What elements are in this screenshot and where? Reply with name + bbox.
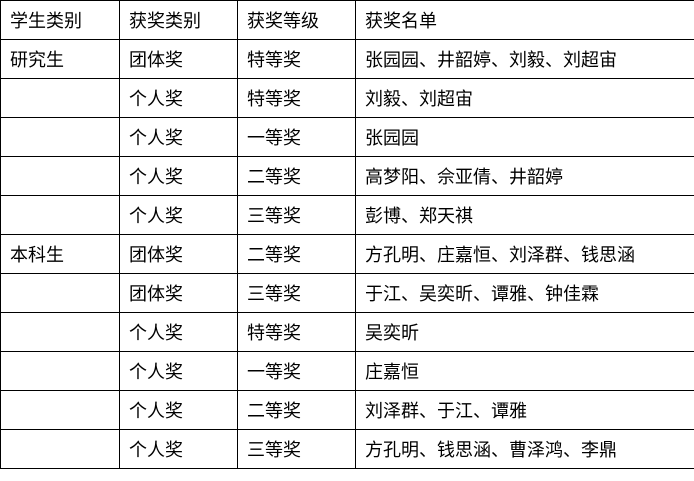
cell-student-category: 本科生: [0, 234, 120, 274]
cell-winner-list: 彭博、郑天祺: [355, 195, 694, 235]
cell-award-level: 二等奖: [237, 390, 356, 430]
table-row: 个人奖 特等奖 刘毅、刘超宙: [0, 78, 694, 118]
cell-student-category: [0, 429, 120, 469]
cell-award-level: 特等奖: [237, 39, 356, 79]
table-row: 个人奖 二等奖 高梦阳、佘亚倩、井韶婷: [0, 156, 694, 196]
table-row: 本科生 团体奖 二等奖 方孔明、庄嘉恒、刘泽群、钱思涵: [0, 234, 694, 274]
table-row: 个人奖 特等奖 吴奕昕: [0, 312, 694, 352]
table-row: 个人奖 一等奖 张园园: [0, 117, 694, 157]
cell-student-category: [0, 195, 120, 235]
cell-winner-list: 张园园、井韶婷、刘毅、刘超宙: [355, 39, 694, 79]
cell-award-category: 个人奖: [119, 390, 238, 430]
cell-award-category: 团体奖: [119, 273, 238, 313]
cell-student-category: [0, 78, 120, 118]
cell-student-category: [0, 390, 120, 430]
header-award-category: 获奖类别: [119, 0, 238, 40]
cell-award-level: 三等奖: [237, 195, 356, 235]
cell-award-level: 三等奖: [237, 273, 356, 313]
table-row: 个人奖 一等奖 庄嘉恒: [0, 351, 694, 391]
header-winner-list: 获奖名单: [355, 0, 694, 40]
cell-student-category: [0, 117, 120, 157]
cell-student-category: 研究生: [0, 39, 120, 79]
cell-award-level: 三等奖: [237, 429, 356, 469]
cell-award-category: 个人奖: [119, 351, 238, 391]
cell-award-level: 一等奖: [237, 351, 356, 391]
cell-award-level: 二等奖: [237, 234, 356, 274]
cell-winner-list: 方孔明、钱思涵、曹泽鸿、李鼎: [355, 429, 694, 469]
table-row: 团体奖 三等奖 于江、吴奕昕、谭雅、钟佳霖: [0, 273, 694, 313]
cell-award-level: 特等奖: [237, 312, 356, 352]
cell-award-category: 团体奖: [119, 234, 238, 274]
cell-award-category: 个人奖: [119, 78, 238, 118]
cell-student-category: [0, 156, 120, 196]
cell-student-category: [0, 351, 120, 391]
cell-winner-list: 刘毅、刘超宙: [355, 78, 694, 118]
header-row: 学生类别 获奖类别 获奖等级 获奖名单: [0, 0, 694, 40]
cell-award-category: 个人奖: [119, 429, 238, 469]
header-award-level: 获奖等级: [237, 0, 356, 40]
cell-award-category: 个人奖: [119, 312, 238, 352]
cell-award-category: 个人奖: [119, 117, 238, 157]
cell-winner-list: 高梦阳、佘亚倩、井韶婷: [355, 156, 694, 196]
cell-award-category: 个人奖: [119, 195, 238, 235]
table-row: 个人奖 三等奖 彭博、郑天祺: [0, 195, 694, 235]
cell-winner-list: 于江、吴奕昕、谭雅、钟佳霖: [355, 273, 694, 313]
cell-award-level: 一等奖: [237, 117, 356, 157]
cell-winner-list: 张园园: [355, 117, 694, 157]
table-row: 个人奖 二等奖 刘泽群、于江、谭雅: [0, 390, 694, 430]
cell-award-level: 特等奖: [237, 78, 356, 118]
cell-winner-list: 吴奕昕: [355, 312, 694, 352]
table-row: 个人奖 三等奖 方孔明、钱思涵、曹泽鸿、李鼎: [0, 429, 694, 469]
cell-award-category: 团体奖: [119, 39, 238, 79]
cell-winner-list: 刘泽群、于江、谭雅: [355, 390, 694, 430]
cell-award-level: 二等奖: [237, 156, 356, 196]
awards-table: 学生类别 获奖类别 获奖等级 获奖名单 研究生 团体奖 特等奖 张园园、井韶婷、刘毅、刘超宙…: [0, 0, 694, 469]
table-row: 研究生 团体奖 特等奖 张园园、井韶婷、刘毅、刘超宙: [0, 39, 694, 79]
cell-winner-list: 庄嘉恒: [355, 351, 694, 391]
cell-student-category: [0, 312, 120, 352]
cell-student-category: [0, 273, 120, 313]
cell-award-category: 个人奖: [119, 156, 238, 196]
cell-winner-list: 方孔明、庄嘉恒、刘泽群、钱思涵: [355, 234, 694, 274]
header-student-category: 学生类别: [0, 0, 120, 40]
